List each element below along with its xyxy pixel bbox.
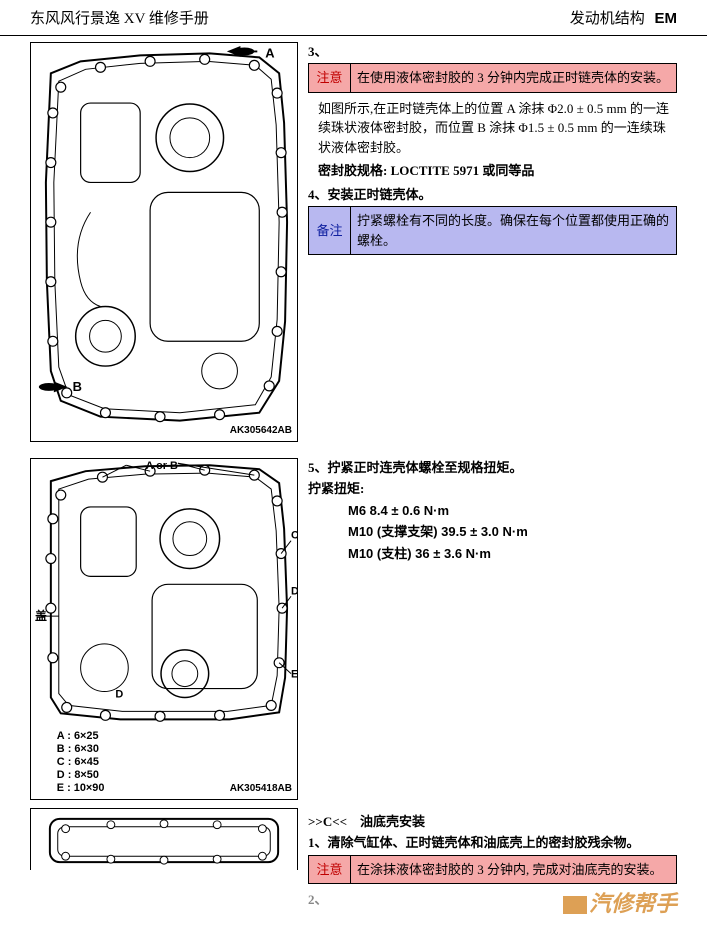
torque-values: M6 8.4 ± 0.6 N·m M10 (支撑支架) 39.5 ± 3.0 N… [348, 501, 677, 564]
sealant-spec: 密封胶规格: LOCTITE 5971 或同等品 [318, 161, 677, 181]
block2-text: 5、拧紧正时连壳体螺栓至规格扭矩。 拧紧扭矩: M6 8.4 ± 0.6 N·m… [308, 458, 677, 566]
step-4: 4、安装正时链壳体。 [308, 185, 677, 205]
header-section-code: EM [655, 10, 678, 27]
figure2-legend-1: B : 6×30 [57, 743, 99, 755]
section-3: >>C<< 油底壳安装 1、清除气缸体、正时链壳体和油底壳上的密封胶残余物。 注… [30, 808, 677, 912]
figure2-label-d: D [291, 585, 297, 597]
page-header: 东风风行景逸 XV 维修手册 发动机结构 EM [0, 0, 707, 36]
torque-m10-bracket: M10 (支撑支架) 39.5 ± 3.0 N·m [348, 522, 677, 542]
figure2-legend-2: C : 6×45 [57, 755, 99, 767]
section-1: A B AK305642AB 3、 注意 在使用液体密封胶的 3 分钟内完成正时… [30, 42, 677, 442]
note-text-1: 拧紧螺栓有不同的长度。确保在每个位置都使用正确的螺栓。 [351, 207, 677, 255]
notice-box-2: 注意 在涂抹液体密封胶的 3 分钟内, 完成对油底壳的安装。 [308, 855, 677, 885]
figure2-label-e: E [291, 668, 297, 680]
block1-text: 3、 注意 在使用液体密封胶的 3 分钟内完成正时链壳体的安装。 如图所示,在正… [308, 42, 677, 262]
notice-box-1: 注意 在使用液体密封胶的 3 分钟内完成正时链壳体的安装。 [308, 63, 677, 93]
note-label-1: 备注 [309, 207, 351, 255]
figure1-label-a: A [265, 45, 274, 60]
page-content: A B AK305642AB 3、 注意 在使用液体密封胶的 3 分钟内完成正时… [0, 36, 707, 930]
figure-1: A B AK305642AB [30, 42, 298, 442]
figure2-label-gai: 盖 [35, 609, 47, 623]
notice-label-1: 注意 [309, 64, 351, 93]
figure2-label-c: C [291, 529, 297, 541]
notice-text-2: 在涂抹液体密封胶的 3 分钟内, 完成对油底壳的安装。 [351, 855, 677, 884]
para-sealant-apply: 如图所示,在正时链壳体上的位置 A 涂抹 Φ2.0 ± 0.5 mm 的一连续珠… [318, 99, 677, 158]
figure2-legend-0: A : 6×25 [57, 730, 99, 742]
figure-2: A or B C D E 盖 D A : 6×25 B : 6×30 C : 6… [30, 458, 298, 800]
figure1-label-b: B [73, 378, 82, 393]
figure-2-ref: AK305418AB [230, 781, 292, 796]
torque-label: 拧紧扭矩: [308, 479, 677, 499]
torque-m6: M6 8.4 ± 0.6 N·m [348, 501, 677, 521]
figure-1-svg: A B [31, 43, 297, 441]
notice-text-1: 在使用液体密封胶的 3 分钟内完成正时链壳体的安装。 [351, 64, 677, 93]
section-c-title: >>C<< 油底壳安装 [308, 812, 677, 832]
figure-2-svg: A or B C D E 盖 D A : 6×25 B : 6×30 C : 6… [31, 459, 297, 799]
step-5: 5、拧紧正时连壳体螺栓至规格扭矩。 [308, 458, 677, 478]
figure2-label-aorb: A or B [146, 460, 178, 472]
figure-3 [30, 808, 298, 870]
step-1-oilpan: 1、清除气缸体、正时链壳体和油底壳上的密封胶残余物。 [308, 833, 677, 853]
note-box-1: 备注 拧紧螺栓有不同的长度。确保在每个位置都使用正确的螺栓。 [308, 206, 677, 255]
block3-text: >>C<< 油底壳安装 1、清除气缸体、正时链壳体和油底壳上的密封胶残余物。 注… [308, 808, 677, 912]
figure2-label-d2: D [115, 688, 123, 700]
section-2: A or B C D E 盖 D A : 6×25 B : 6×30 C : 6… [30, 458, 677, 800]
step-2-oilpan-prefix: 2、 [308, 890, 677, 910]
header-left-title: 东风风行景逸 XV 维修手册 [30, 8, 209, 31]
figure-3-svg [31, 809, 297, 870]
figure2-legend-3: D : 8×50 [57, 768, 99, 780]
figure-1-ref: AK305642AB [230, 423, 292, 438]
header-section-title: 发动机结构 [570, 11, 645, 27]
notice-label-2: 注意 [309, 855, 351, 884]
header-right: 发动机结构 EM [570, 8, 677, 31]
torque-m10-stud: M10 (支柱) 36 ± 3.6 N·m [348, 544, 677, 564]
figure2-legend-4: E : 10×90 [57, 781, 105, 793]
step-3-label: 3、 [308, 42, 677, 62]
